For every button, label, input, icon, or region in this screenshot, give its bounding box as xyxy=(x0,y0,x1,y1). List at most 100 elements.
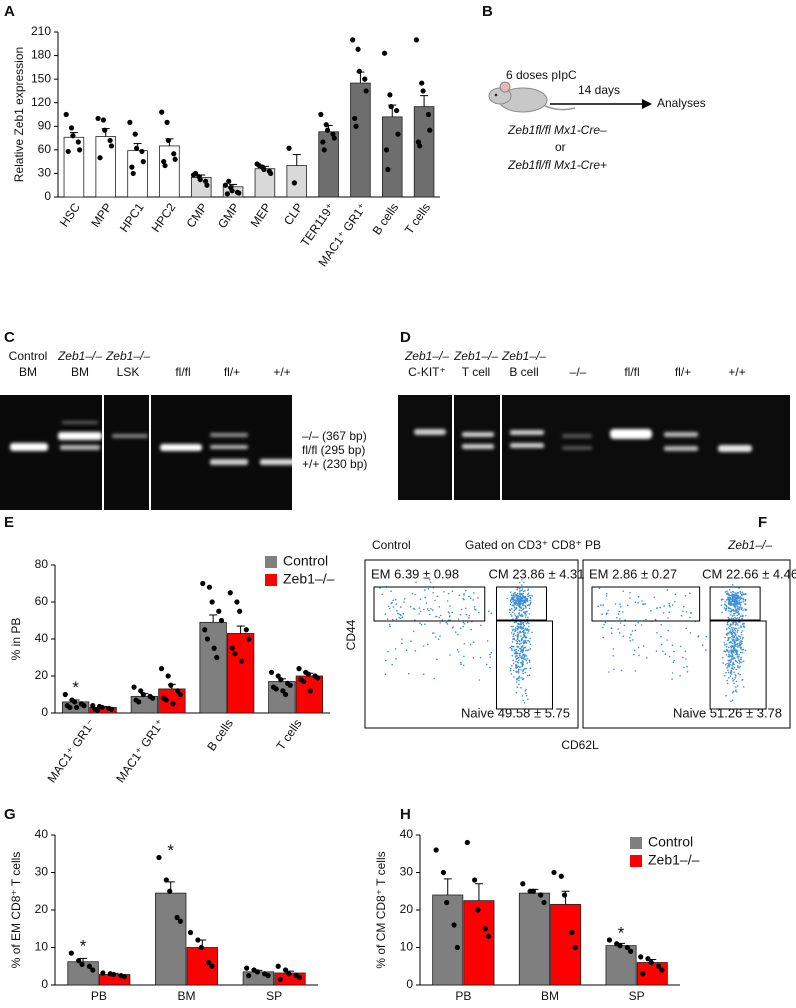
flow-event xyxy=(379,587,381,589)
flow-event xyxy=(514,627,517,629)
flow-event xyxy=(734,649,736,652)
data-point xyxy=(638,954,644,960)
flow-event xyxy=(729,607,732,610)
data-point xyxy=(562,892,568,898)
flow-event xyxy=(734,630,737,632)
flow-event xyxy=(739,592,742,594)
data-point xyxy=(485,933,492,939)
flow-event xyxy=(730,652,733,654)
data-point xyxy=(177,691,183,698)
data-point xyxy=(195,937,201,943)
flow-event xyxy=(523,655,526,658)
flow-event xyxy=(524,598,526,600)
flow-event xyxy=(736,652,738,654)
flow-event xyxy=(735,689,737,691)
flow-event xyxy=(434,599,436,602)
bar xyxy=(155,892,187,986)
flow-event xyxy=(685,658,687,660)
flow-event xyxy=(401,638,403,640)
flow-event xyxy=(424,596,427,599)
flow-event xyxy=(390,602,393,604)
panel-letter: G xyxy=(4,806,16,823)
flow-event xyxy=(468,595,470,598)
data-point xyxy=(323,122,329,128)
flow-event xyxy=(738,627,740,629)
flow-event xyxy=(736,656,739,658)
flow-event xyxy=(637,621,639,624)
data-point xyxy=(165,673,171,679)
flow-event xyxy=(626,604,629,607)
flow-event xyxy=(509,600,512,602)
flow-event xyxy=(518,640,521,642)
flow-event xyxy=(529,643,532,646)
flow-event xyxy=(521,677,523,679)
lane-label: Zeb1–/– xyxy=(105,349,150,363)
flow-event xyxy=(478,679,481,681)
flow-event xyxy=(518,683,520,686)
flow-event xyxy=(739,603,742,606)
flow-event xyxy=(522,670,524,673)
flow-event xyxy=(398,613,400,615)
flow-event xyxy=(722,598,724,601)
flow-event xyxy=(634,629,636,632)
flow-event xyxy=(722,662,724,664)
flow-event xyxy=(737,597,739,599)
data-point xyxy=(558,873,564,879)
flow-event xyxy=(409,605,412,608)
flow-event xyxy=(735,650,738,653)
data-point xyxy=(538,892,544,898)
flow-event xyxy=(515,691,518,694)
flow-event xyxy=(723,674,726,677)
panel-letter: C xyxy=(4,329,15,346)
lane-label: B cell xyxy=(509,365,538,379)
data-point xyxy=(136,699,142,705)
flow-event xyxy=(737,617,739,619)
flow-event xyxy=(429,581,432,584)
flow-event xyxy=(724,636,726,639)
flow-event xyxy=(522,595,525,598)
flow-event xyxy=(622,590,624,592)
flow-event xyxy=(516,666,518,668)
y-tick-label: 10 xyxy=(400,940,414,954)
flow-event xyxy=(528,628,530,631)
data-point xyxy=(174,688,181,694)
flow-event xyxy=(738,617,741,619)
flow-event xyxy=(510,673,513,675)
flow-event xyxy=(522,627,525,630)
flow-event xyxy=(732,646,735,649)
data-point xyxy=(482,926,488,932)
flow-event xyxy=(517,615,519,617)
flow-events xyxy=(379,574,533,704)
flow-event xyxy=(727,616,729,619)
flow-event xyxy=(519,623,521,626)
flow-event xyxy=(659,606,661,609)
flow-event xyxy=(737,646,739,648)
flow-event xyxy=(520,639,523,641)
flow-event xyxy=(735,622,738,625)
data-point xyxy=(161,159,167,165)
x-tick-label: PB xyxy=(455,989,471,1003)
flow-event xyxy=(521,579,523,581)
lane-label: LSK xyxy=(117,365,140,379)
flow-event xyxy=(734,653,737,656)
flow-event xyxy=(519,626,522,628)
flow-event xyxy=(523,647,525,649)
flow-event xyxy=(517,604,519,607)
flow-event xyxy=(524,658,527,661)
data-point xyxy=(121,974,127,980)
flow-event xyxy=(516,577,519,580)
flow-event xyxy=(455,631,457,633)
flow-event xyxy=(727,637,730,640)
legend-label: Control xyxy=(283,553,328,569)
flow-event xyxy=(515,596,518,599)
flow-event xyxy=(726,682,729,685)
flow-event xyxy=(520,646,523,648)
genotype-or: or xyxy=(555,140,566,154)
flow-event xyxy=(730,659,732,661)
flow-event xyxy=(736,653,738,656)
data-point xyxy=(234,599,240,605)
flow-frame xyxy=(364,559,579,729)
flow-event xyxy=(725,628,728,630)
flow-event xyxy=(463,598,465,601)
flow-event xyxy=(474,608,476,610)
